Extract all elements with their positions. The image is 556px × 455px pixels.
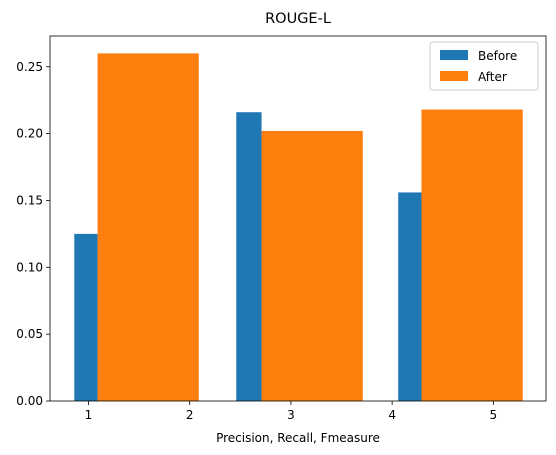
x-axis-label: Precision, Recall, Fmeasure	[216, 431, 380, 445]
legend-label-before: Before	[478, 49, 517, 63]
legend-swatch-after	[440, 71, 468, 81]
x-axis: 1 2 3 4 5	[85, 401, 498, 422]
y-tick-label: 0.00	[16, 394, 43, 408]
bar-after-2	[261, 130, 363, 401]
bars-group	[74, 53, 523, 402]
plot-frame	[49, 35, 547, 402]
y-tick-label: 0.10	[16, 260, 43, 274]
x-tick-label: 2	[186, 408, 194, 422]
x-tick-label: 1	[85, 408, 93, 422]
y-tick-label: 0.05	[16, 327, 43, 341]
bar-before-2	[236, 112, 262, 402]
bar-after-1	[97, 53, 199, 401]
chart-title: ROUGE-L	[265, 11, 331, 27]
legend-label-after: After	[478, 70, 507, 84]
bar-before-1	[74, 233, 98, 401]
bar-after-3	[421, 109, 523, 401]
x-tick-label: 4	[388, 408, 396, 422]
y-tick-label: 0.15	[16, 193, 43, 207]
y-tick-label: 0.25	[16, 60, 43, 74]
y-tick-label: 0.20	[16, 127, 43, 141]
x-tick-label: 3	[287, 408, 295, 422]
y-axis: 0.00 0.05 0.10 0.15 0.20 0.25	[16, 60, 50, 408]
legend: Before After	[429, 41, 539, 91]
legend-swatch-before	[440, 50, 468, 60]
x-tick-label: 5	[490, 408, 498, 422]
bar-before-3	[398, 192, 422, 401]
